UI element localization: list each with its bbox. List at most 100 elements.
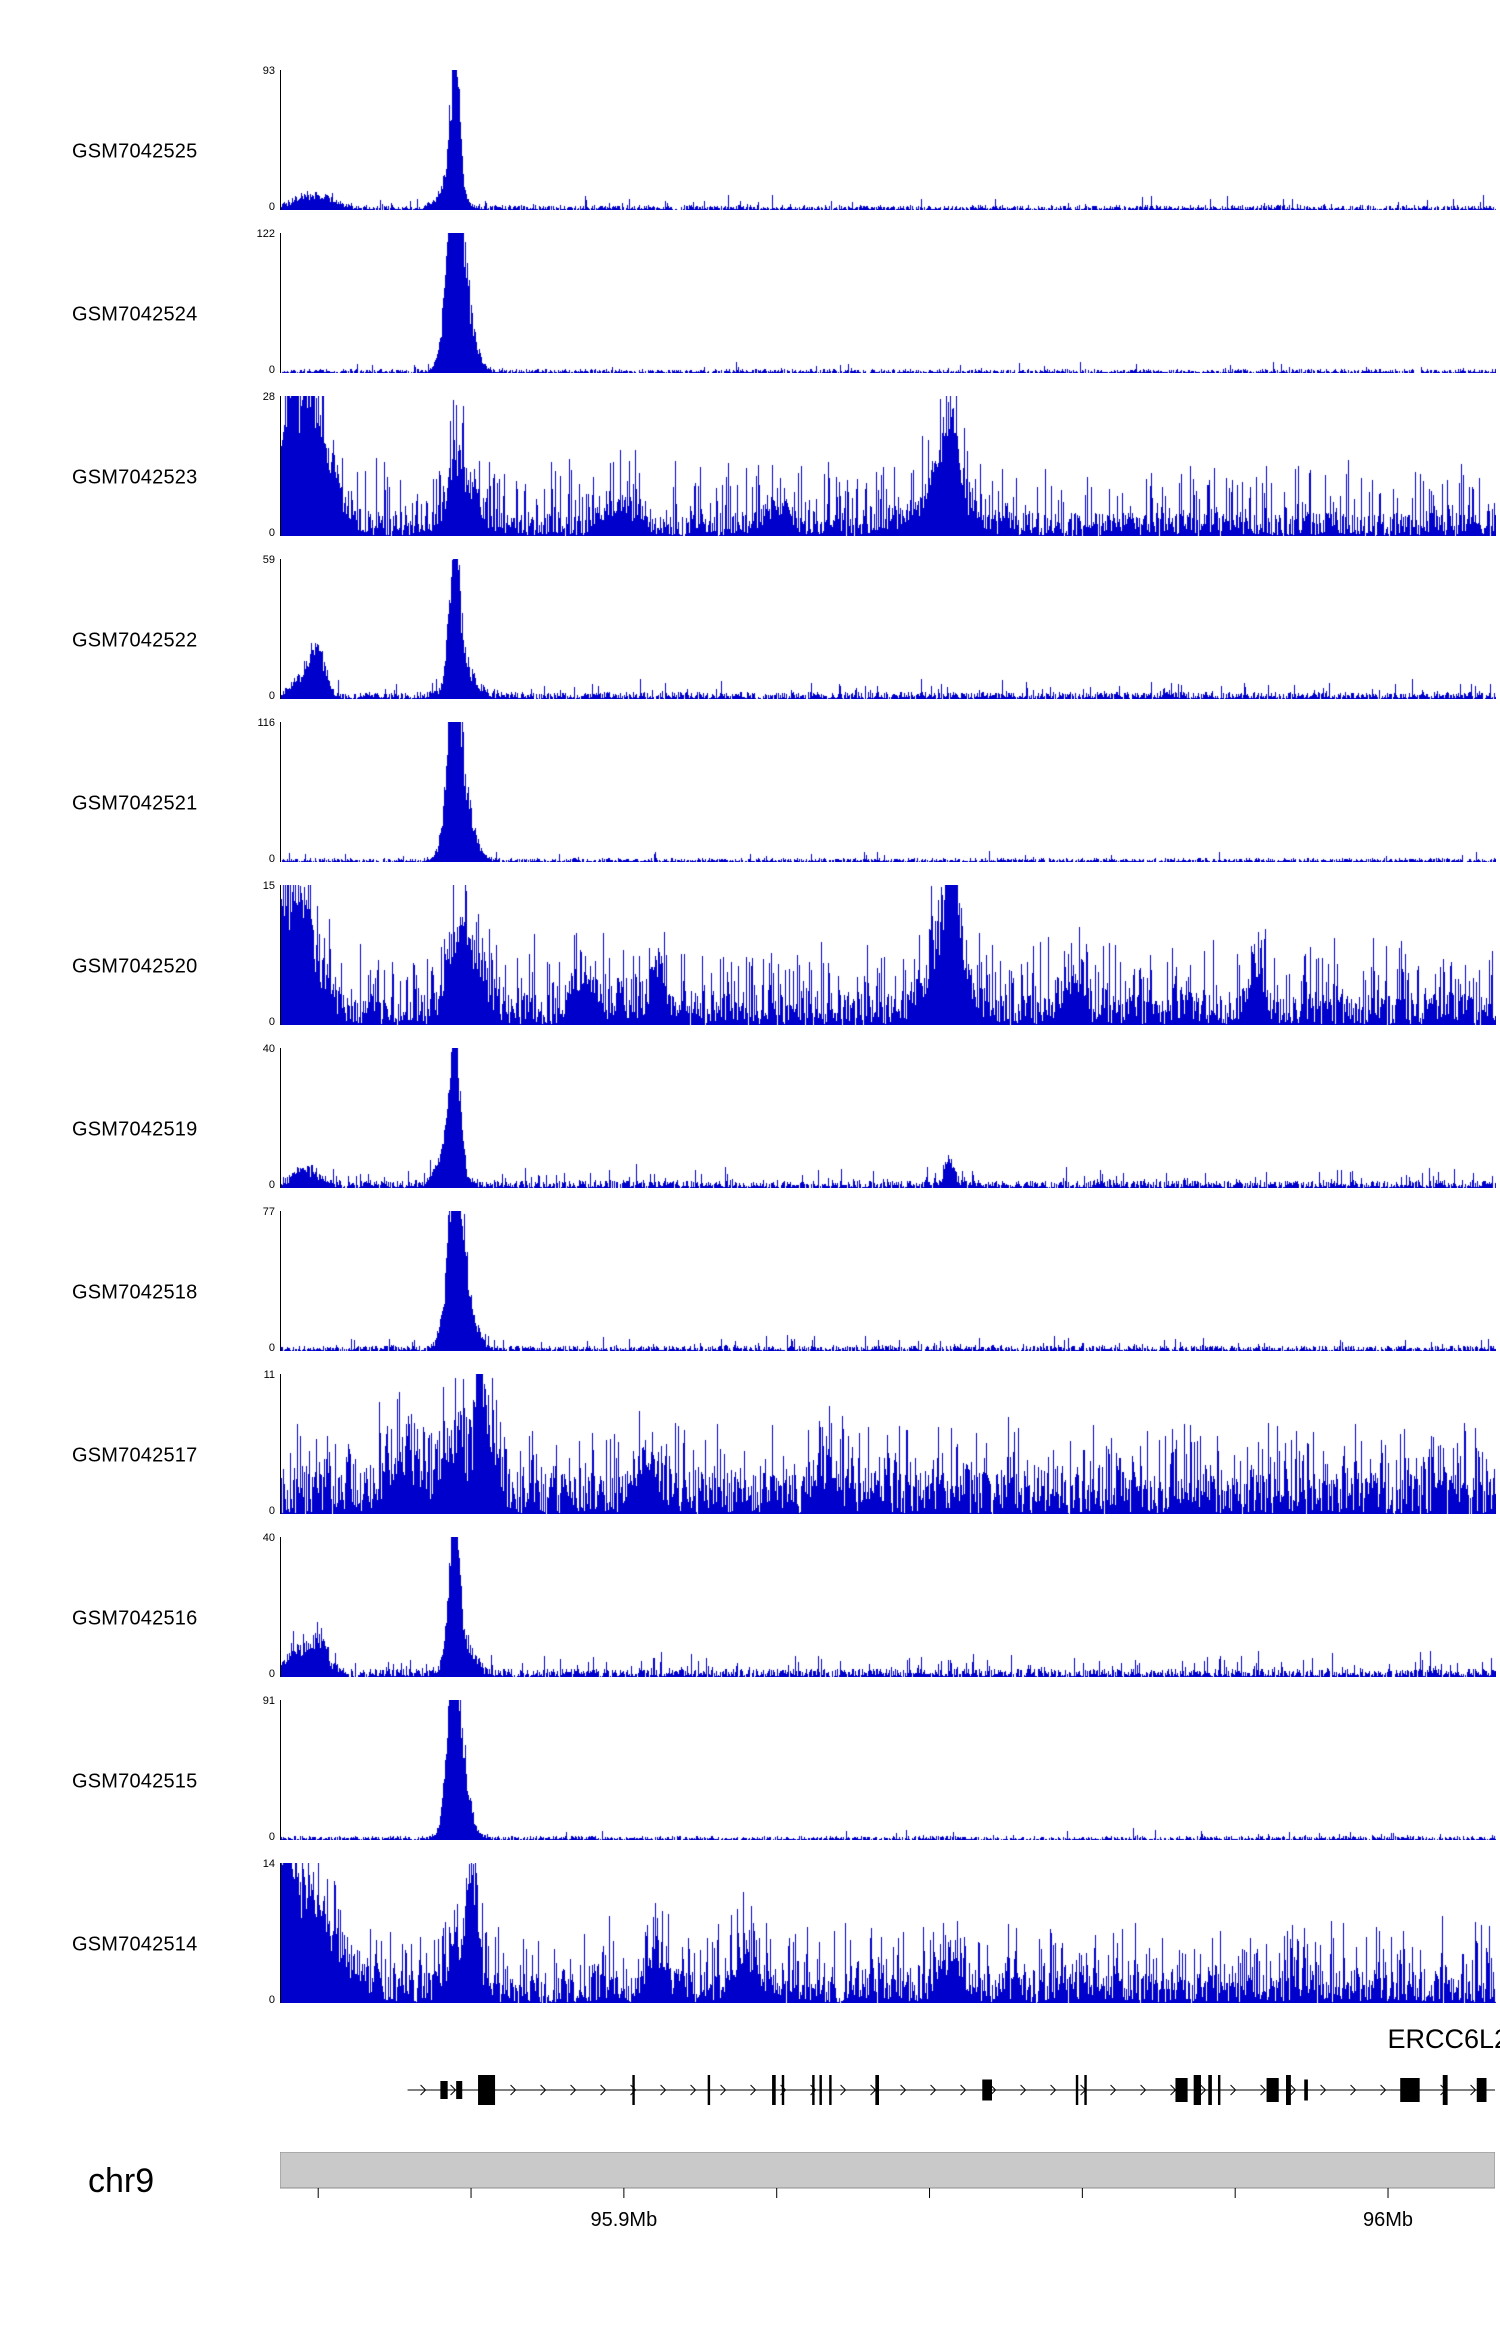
y-axis-zero-label: 0 [268, 527, 275, 539]
track-plot-area: 15 0 [263, 881, 1496, 1028]
strand-arrow-icon [1470, 2084, 1477, 2096]
chromosome-axis: chr9 95.9Mb 96Mb [0, 2152, 1500, 2282]
y-axis-max-label: 77 [262, 1206, 275, 1218]
strand-arrow-icon [720, 2084, 727, 2096]
signal-area-plot [281, 1537, 1496, 1677]
strand-arrow-icon [1050, 2084, 1057, 2096]
track-label: GSM7042524 [72, 303, 198, 325]
strand-arrow-icon [1260, 2084, 1267, 2096]
signal-area-plot [281, 1374, 1496, 1514]
track-label: GSM7042516 [72, 1607, 198, 1629]
strand-arrow-icon [960, 2084, 967, 2096]
chromosome-ideogram-bar [280, 2152, 1495, 2189]
track-plot-area: 11 0 [264, 1370, 1496, 1517]
track-plot-area: 93 0 [263, 66, 1496, 213]
strand-arrow-icon [990, 2084, 997, 2096]
signal-track-row: GSM7042518 77 0 [0, 1207, 1500, 1374]
y-axis-zero-label: 0 [268, 853, 275, 865]
track-label: GSM7042518 [72, 1281, 198, 1303]
strand-arrow-icon [570, 2084, 577, 2096]
track-label: GSM7042514 [72, 1933, 198, 1955]
exon-box [819, 2075, 822, 2105]
strand-arrow-icon [1200, 2084, 1207, 2096]
chromosome-label: chr9 [88, 2162, 155, 2200]
track-label: GSM7042523 [72, 466, 198, 488]
exon-box [478, 2075, 496, 2105]
strand-arrow-icon [1020, 2084, 1027, 2096]
track-label: GSM7042520 [72, 955, 198, 977]
signal-track-row: GSM7042523 28 0 [0, 392, 1500, 559]
track-plot-area: 91 0 [263, 1696, 1496, 1843]
signal-track-row: GSM7042522 59 0 [0, 555, 1500, 722]
exon-box [1084, 2075, 1087, 2105]
strand-arrow-icon [840, 2084, 847, 2096]
strand-arrow-icon [1140, 2084, 1147, 2096]
track-label: GSM7042517 [72, 1444, 198, 1466]
signal-track-row: GSM7042515 91 0 [0, 1696, 1500, 1863]
y-axis-max-label: 11 [263, 1369, 275, 1381]
signal-track-row: GSM7042521 116 0 [0, 718, 1500, 885]
strand-arrow-icon [690, 2084, 697, 2096]
y-axis-zero-label: 0 [268, 364, 275, 376]
chromosome-ruler: 95.9Mb 96Mb [280, 2152, 1495, 2231]
strand-arrow-icon [660, 2084, 667, 2096]
strand-arrow-icon [1320, 2084, 1327, 2096]
y-axis-max-label: 40 [262, 1043, 275, 1055]
signal-track-row: GSM7042517 11 0 [0, 1370, 1500, 1537]
strand-arrow-icon [600, 2084, 607, 2096]
exon-box [982, 2079, 992, 2101]
y-axis-max-label: 14 [262, 1858, 275, 1870]
gene-track: ERCC6L2 [280, 2024, 1500, 2140]
signal-area-plot [281, 559, 1496, 699]
exon-box [812, 2075, 815, 2105]
signal-track-list: GSM7042525 93 0 GSM7042524 122 0 GSM7042… [0, 66, 1500, 2026]
track-label: GSM7042519 [72, 1118, 198, 1140]
track-plot-area: 116 0 [257, 718, 1496, 865]
strand-arrow-icon [540, 2084, 547, 2096]
y-axis-max-label: 40 [262, 1532, 275, 1544]
track-plot-area: 59 0 [263, 555, 1496, 702]
y-axis-zero-label: 0 [268, 690, 275, 702]
y-axis-max-label: 59 [262, 554, 275, 566]
track-plot-area: 40 0 [263, 1044, 1496, 1191]
exon-box [707, 2075, 711, 2105]
exon-box [1442, 2075, 1448, 2105]
y-axis-zero-label: 0 [268, 1668, 275, 1680]
exon-box [1286, 2075, 1291, 2105]
y-axis-max-label: 93 [262, 65, 275, 77]
strand-arrow-icon [450, 2084, 457, 2096]
axis-tick-label: 95.9Mb [591, 2209, 658, 2231]
track-plot-area: 40 0 [263, 1533, 1496, 1680]
exon-box [875, 2075, 879, 2105]
y-axis-max-label: 28 [262, 391, 275, 403]
strand-arrow-icon [420, 2084, 427, 2096]
signal-area-plot [281, 722, 1496, 862]
signal-area-plot [281, 1700, 1496, 1840]
strand-arrow-icon [630, 2084, 637, 2096]
y-axis-max-label: 122 [256, 228, 275, 240]
y-axis-max-label: 91 [262, 1695, 275, 1707]
y-axis-zero-label: 0 [268, 1016, 275, 1028]
exon-box [456, 2081, 463, 2099]
signal-area-plot [281, 233, 1496, 373]
exon-box [781, 2075, 785, 2105]
gene-name-label: ERCC6L2 [1387, 2024, 1500, 2054]
axis-tick-label: 96Mb [1363, 2209, 1413, 2231]
signal-area-plot [281, 885, 1496, 1025]
y-axis-zero-label: 0 [268, 201, 275, 213]
track-label: GSM7042522 [72, 629, 198, 651]
strand-arrow-icon [1290, 2084, 1297, 2096]
track-plot-area: 122 0 [257, 229, 1496, 376]
strand-arrow-icon [900, 2084, 907, 2096]
strand-arrow-icon [1380, 2084, 1387, 2096]
signal-track-row: GSM7042525 93 0 [0, 66, 1500, 233]
exon-box [1400, 2078, 1420, 2102]
signal-track-row: GSM7042519 40 0 [0, 1044, 1500, 1211]
exon-box [440, 2081, 448, 2099]
strand-arrow-icon [750, 2084, 757, 2096]
y-axis-zero-label: 0 [268, 1342, 275, 1354]
y-axis-zero-label: 0 [268, 1994, 275, 2006]
track-plot-area: 28 0 [263, 392, 1496, 539]
y-axis-zero-label: 0 [268, 1505, 275, 1517]
